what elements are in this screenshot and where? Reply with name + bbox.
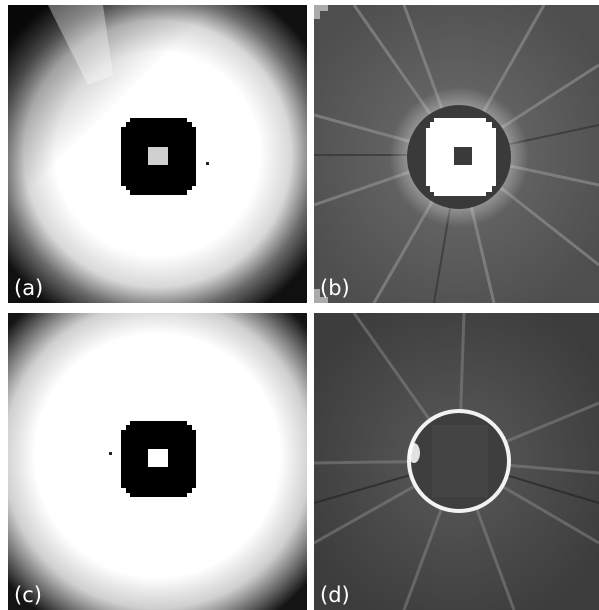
- corona-image-c: [8, 313, 307, 610]
- panel-b-enhanced-corona: (b): [314, 5, 599, 303]
- panel-d-enhanced-corona: (d): [314, 313, 599, 610]
- occulter-disc-b: [426, 118, 496, 196]
- panel-label-a: (a): [14, 276, 44, 300]
- panel-label-d: (d): [320, 583, 350, 607]
- panel-c-raw-corona: (c): [8, 313, 307, 610]
- panel-label-c: (c): [14, 583, 42, 607]
- panel-label-b: (b): [320, 276, 350, 300]
- occulter-disc-c: [121, 421, 196, 497]
- corona-image-a: [8, 5, 307, 303]
- corona-image-b: [314, 5, 599, 303]
- panel-a-raw-corona: (a): [8, 5, 307, 303]
- corona-image-d: [314, 313, 599, 610]
- occulter-disc-a: [121, 118, 196, 195]
